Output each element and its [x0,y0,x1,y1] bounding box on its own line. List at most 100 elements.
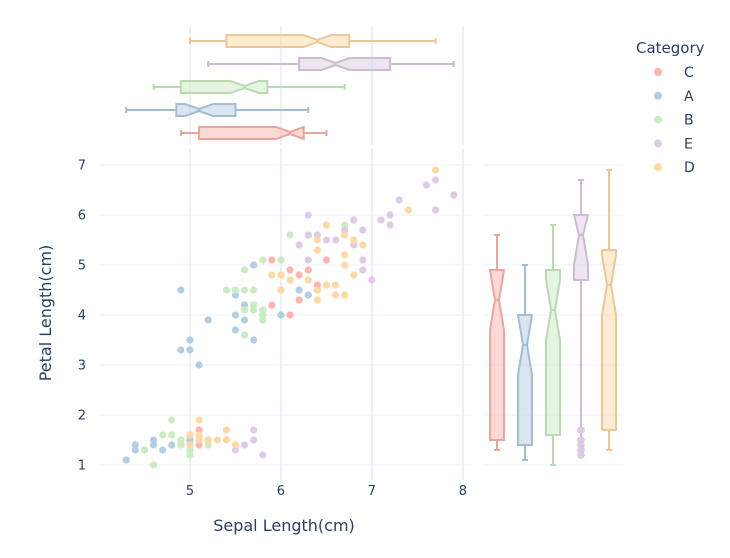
scatter-point[interactable] [377,216,385,224]
scatter-point[interactable] [322,256,331,264]
scatter-point[interactable] [231,441,240,449]
scatter-point[interactable] [268,301,276,309]
scatter-point[interactable] [168,431,176,439]
scatter-point[interactable] [313,281,321,289]
scatter-point[interactable] [186,441,194,449]
scatter-point[interactable] [186,346,194,354]
scatter-point[interactable] [422,181,431,189]
scatter-point[interactable] [240,301,249,309]
scatter-point[interactable] [259,306,267,314]
top-marginal-box[interactable] [152,80,346,94]
scatter-point[interactable] [341,226,349,234]
scatter-point[interactable] [268,256,276,264]
scatter-point[interactable] [277,286,285,294]
scatter-point[interactable] [304,231,312,239]
scatter-point[interactable] [186,436,194,444]
scatter-point[interactable] [231,291,240,299]
right-marginal-box[interactable] [488,234,506,451]
right-marginal-box[interactable] [572,179,590,459]
scatter-point[interactable] [359,256,367,264]
scatter-point[interactable] [304,256,312,264]
scatter-point[interactable] [295,271,303,279]
scatter-point[interactable] [122,456,130,464]
scatter-point[interactable] [186,336,194,344]
scatter-point[interactable] [359,241,367,249]
scatter-point[interactable] [259,316,267,324]
scatter-point[interactable] [177,286,185,294]
scatter-point[interactable] [250,436,258,444]
scatter-point[interactable] [159,446,167,454]
scatter-point[interactable] [195,361,203,369]
scatter-point[interactable] [295,241,303,249]
scatter-point[interactable] [149,441,158,449]
scatter-point[interactable] [450,191,458,199]
scatter-point[interactable] [250,286,258,294]
scatter-point[interactable] [304,276,312,284]
scatter-point[interactable] [313,231,321,239]
scatter-point[interactable] [286,266,294,274]
top-marginal-box[interactable] [188,34,437,48]
scatter-point[interactable] [168,441,176,449]
legend-item-d[interactable]: D [654,160,695,176]
scatter-point[interactable] [149,461,158,469]
scatter-point[interactable] [313,286,321,294]
scatter-point[interactable] [359,266,367,274]
scatter-point[interactable] [313,236,321,244]
scatter-point[interactable] [186,451,194,459]
scatter-point[interactable] [204,441,212,449]
scatter-point[interactable] [432,176,440,184]
scatter-point[interactable] [240,266,249,274]
legend-item-c[interactable]: C [654,65,694,81]
scatter-point[interactable] [250,336,258,344]
scatter-point[interactable] [350,271,358,279]
right-marginal-box[interactable] [545,224,561,466]
scatter-point[interactable] [240,441,249,449]
scatter-point[interactable] [195,426,203,434]
scatter-point[interactable] [322,221,331,229]
scatter-point[interactable] [341,221,349,229]
scatter-point[interactable] [186,431,194,439]
scatter-point[interactable] [222,436,230,444]
right-marginal-box[interactable] [601,169,617,451]
scatter-point[interactable] [195,436,203,444]
scatter-point[interactable] [359,226,367,234]
scatter-point[interactable] [231,446,240,454]
scatter-point[interactable] [186,446,194,454]
scatter-point[interactable] [240,306,249,314]
top-marginal-box[interactable] [179,125,328,141]
scatter-point[interactable] [131,446,139,454]
scatter-point[interactable] [231,286,240,294]
scatter-point[interactable] [350,236,358,244]
scatter-point[interactable] [213,436,221,444]
scatter-point[interactable] [432,166,440,174]
scatter-point[interactable] [331,291,340,299]
scatter-point[interactable] [231,326,240,334]
scatter-point[interactable] [149,436,158,444]
scatter-point[interactable] [331,236,340,244]
scatter-point[interactable] [240,316,249,324]
scatter-point[interactable] [304,266,312,274]
scatter-point[interactable] [322,281,331,289]
scatter-point[interactable] [195,441,203,449]
scatter-point[interactable] [250,306,258,314]
scatter-point[interactable] [277,256,285,264]
scatter-point[interactable] [341,251,349,259]
scatter-point[interactable] [295,286,303,294]
scatter-point[interactable] [304,291,312,299]
legend-item-a[interactable]: A [654,89,694,105]
legend-item-e[interactable]: E [654,136,693,152]
scatter-point[interactable] [313,246,321,254]
scatter-point[interactable] [404,206,412,214]
scatter-point[interactable] [222,426,230,434]
scatter-point[interactable] [341,261,349,269]
scatter-point[interactable] [204,316,212,324]
scatter-point[interactable] [341,291,349,299]
scatter-point[interactable] [240,286,249,294]
scatter-point[interactable] [304,211,312,219]
scatter-point[interactable] [250,261,258,269]
scatter-point[interactable] [259,256,267,264]
scatter-point[interactable] [386,211,394,219]
scatter-point[interactable] [286,311,294,319]
scatter-point[interactable] [177,436,185,444]
